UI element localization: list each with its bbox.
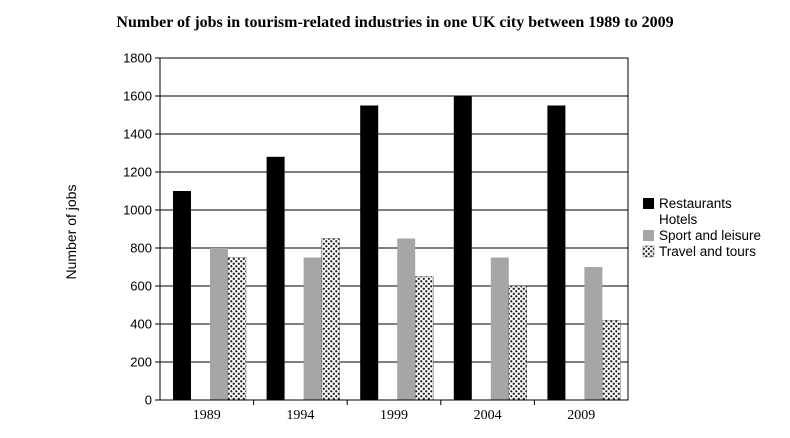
legend-label: Travel and tours (659, 244, 756, 259)
x-tick-label: 2009 (567, 408, 595, 423)
bar-restaurants-2009 (547, 105, 566, 400)
bar-travel-and-tours-1994 (321, 238, 340, 401)
bar-travel-and-tours-1999 (415, 276, 434, 401)
legend-swatch (643, 230, 654, 241)
y-tick-label: 400 (130, 317, 152, 332)
y-tick-label: 1400 (123, 127, 152, 142)
bar-travel-and-tours-2009 (602, 320, 621, 401)
legend-swatch (643, 198, 654, 209)
y-tick-labels: 0 200 400 600 800 1000 1200 1400 1600 1800 (123, 51, 152, 408)
y-tick-label: 800 (130, 241, 152, 256)
bar-travel-and-tours-1989 (227, 257, 247, 401)
legend-label: Sport and leisure (659, 228, 761, 243)
x-tick-label: 1999 (380, 408, 408, 423)
y-tick-label: 1200 (123, 165, 152, 180)
x-tick-label: 2004 (474, 408, 502, 423)
y-tick-label: 1000 (123, 203, 152, 218)
bars (173, 96, 621, 401)
x-tick-label: 1989 (193, 408, 221, 423)
legend-label: Restaurants (659, 196, 732, 211)
bar-sport-and-leisure-2009 (584, 267, 603, 400)
bar-restaurants-1999 (360, 105, 379, 400)
chart-title: Number of jobs in tourism-related indust… (116, 14, 674, 31)
x-tick-label: 1994 (286, 408, 314, 423)
bar-sport-and-leisure-1994 (303, 257, 322, 400)
bar-travel-and-tours-2004 (508, 285, 527, 401)
y-tick-label: 1600 (123, 89, 152, 104)
bar-sport-and-leisure-2004 (490, 257, 509, 400)
plot-frame (159, 57, 629, 401)
legend-swatch (642, 245, 655, 258)
y-tick-label: 1800 (123, 51, 152, 66)
y-tick-label: 600 (130, 279, 152, 294)
bar-restaurants-2004 (453, 96, 472, 400)
bar-restaurants-1989 (173, 191, 191, 400)
y-tick-label: 200 (130, 355, 152, 370)
bar-sport-and-leisure-1999 (397, 238, 416, 400)
x-tick-labels: 1989 1994 1999 2004 2009 (193, 400, 595, 423)
y-axis-label: Number of jobs (63, 185, 79, 280)
plot-border (159, 57, 629, 401)
bar-restaurants-1994 (266, 156, 285, 400)
legend-label: Hotels (659, 212, 698, 227)
y-tick-label: 0 (145, 393, 152, 408)
bar-sport-and-leisure-1989 (210, 248, 228, 400)
